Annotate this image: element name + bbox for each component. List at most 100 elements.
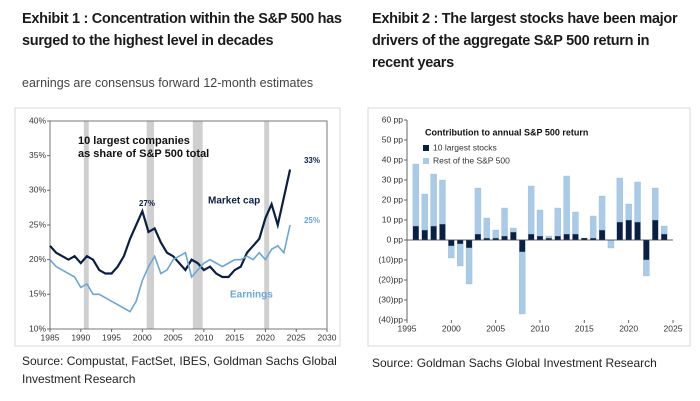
bar bbox=[590, 215, 597, 239]
y-tick-label: 60 pp bbox=[382, 114, 404, 124]
bar bbox=[421, 229, 428, 241]
x-tick-label: 2025 bbox=[287, 332, 306, 342]
bar bbox=[563, 233, 570, 241]
bar bbox=[448, 245, 455, 259]
bar bbox=[643, 259, 650, 277]
x-tick-label: 1985 bbox=[41, 332, 60, 342]
line-series bbox=[49, 169, 292, 279]
bar bbox=[412, 225, 420, 241]
bar bbox=[616, 177, 623, 223]
bar bbox=[501, 207, 508, 237]
bar bbox=[421, 193, 428, 231]
bar bbox=[572, 211, 579, 235]
recession-band bbox=[146, 121, 155, 329]
bar bbox=[474, 187, 482, 235]
bar bbox=[572, 233, 579, 241]
bar bbox=[430, 173, 437, 227]
bar bbox=[510, 227, 517, 233]
recession-band bbox=[264, 121, 270, 329]
legend-swatch bbox=[423, 158, 429, 164]
bar bbox=[598, 195, 606, 231]
bar bbox=[625, 219, 632, 241]
bar bbox=[412, 163, 420, 227]
bar bbox=[625, 203, 632, 221]
legend-label: 10 largest stocks bbox=[433, 142, 497, 152]
x-tick-label: 2025 bbox=[664, 323, 683, 333]
bar bbox=[439, 179, 446, 225]
annotation: 25% bbox=[304, 216, 320, 225]
y-tick-label: (10)pp bbox=[378, 254, 403, 264]
y-tick-label: 10% bbox=[29, 323, 46, 333]
bar bbox=[563, 175, 570, 235]
y-tick-label: 0 pp bbox=[386, 234, 403, 244]
bar bbox=[536, 209, 544, 237]
x-tick-label: 2020 bbox=[256, 332, 275, 342]
bar bbox=[483, 217, 490, 239]
bar bbox=[660, 225, 668, 235]
x-tick-label: 1990 bbox=[71, 332, 90, 342]
line-series bbox=[49, 224, 291, 313]
bar bbox=[457, 239, 464, 245]
bar bbox=[527, 233, 535, 241]
bar bbox=[652, 187, 659, 221]
x-tick-label: 2020 bbox=[619, 323, 638, 333]
bar bbox=[554, 235, 561, 241]
chart-title: Exhibit 2 : The largest stocks have been… bbox=[372, 11, 678, 71]
x-tick-label: 2010 bbox=[531, 323, 550, 333]
bar bbox=[616, 221, 623, 241]
series-label: Earnings bbox=[230, 290, 273, 301]
chart-border bbox=[367, 107, 691, 347]
series-label: Market cap bbox=[208, 196, 260, 207]
x-tick-label: 1995 bbox=[102, 332, 121, 342]
legend-label: Rest of the S&P 500 bbox=[433, 155, 510, 165]
x-tick-label: 2010 bbox=[194, 332, 213, 342]
y-tick-label: 30 pp bbox=[382, 174, 404, 184]
x-tick-label: 2000 bbox=[442, 323, 461, 333]
chart-title: Exhibit 1 : Concentration within the S&P… bbox=[22, 11, 342, 49]
y-tick-label: 50 pp bbox=[382, 134, 404, 144]
inner-title: as share of S&P 500 total bbox=[78, 148, 209, 160]
y-tick-label: (20)pp bbox=[378, 274, 403, 284]
y-tick-label: 40% bbox=[29, 115, 46, 125]
x-tick-label: 2000 bbox=[133, 332, 152, 342]
bar bbox=[465, 239, 473, 249]
y-tick-label: 35% bbox=[29, 150, 46, 160]
annotation: 27% bbox=[139, 199, 155, 208]
bar bbox=[465, 247, 473, 285]
y-tick-label: 15% bbox=[29, 289, 46, 299]
bar bbox=[643, 239, 650, 261]
bar bbox=[598, 229, 606, 241]
chart-subtitle: earnings are consensus forward 12-month … bbox=[22, 76, 314, 90]
bar bbox=[634, 181, 641, 223]
y-tick-label: 25% bbox=[29, 219, 46, 229]
inner-title: 10 largest companies bbox=[78, 135, 190, 147]
annotation: 33% bbox=[304, 156, 320, 165]
legend-swatch bbox=[423, 145, 429, 151]
y-tick-label: (40)pp bbox=[378, 314, 403, 324]
chart-source: Source: Compustat, FactSet, IBES, Goldma… bbox=[22, 354, 337, 386]
bar bbox=[652, 219, 659, 241]
y-tick-label: 20 pp bbox=[382, 194, 404, 204]
bar bbox=[519, 251, 526, 315]
inner-title: Contribution to annual S&P 500 return bbox=[425, 127, 588, 137]
x-tick-label: 2005 bbox=[164, 332, 183, 342]
bar bbox=[492, 229, 499, 239]
bar bbox=[660, 233, 668, 241]
bar bbox=[510, 231, 517, 241]
chart-border bbox=[14, 107, 341, 347]
bar bbox=[634, 221, 641, 241]
x-tick-label: 2030 bbox=[318, 332, 337, 342]
bar bbox=[474, 233, 482, 241]
y-tick-label: 30% bbox=[29, 185, 46, 195]
bar bbox=[536, 235, 544, 241]
bar bbox=[554, 207, 561, 237]
bar bbox=[430, 225, 437, 241]
x-tick-label: 2005 bbox=[486, 323, 505, 333]
bar bbox=[527, 185, 535, 235]
bar bbox=[457, 243, 464, 267]
x-tick-label: 2015 bbox=[575, 323, 594, 333]
y-tick-label: 40 pp bbox=[382, 154, 404, 164]
bar bbox=[545, 235, 553, 239]
